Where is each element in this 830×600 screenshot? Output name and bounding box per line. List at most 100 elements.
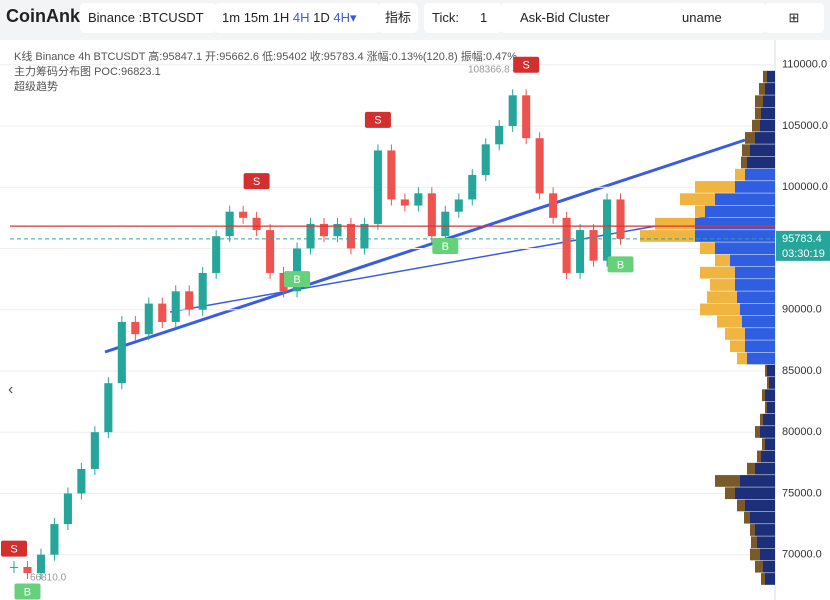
signal-tag: [284, 271, 311, 288]
interval-select[interactable]: 4H▾: [333, 10, 357, 25]
candle: [589, 230, 598, 261]
poc: POC:96823.1: [94, 66, 161, 78]
candle: [319, 223, 329, 237]
profile-ask: [735, 168, 745, 181]
profile-bid: [747, 156, 775, 169]
profile-ask: [730, 340, 745, 353]
y-tick-label: 105000.0: [782, 120, 828, 132]
profile-bid: [750, 144, 775, 157]
candle: [333, 223, 342, 237]
profile-ask: [757, 450, 761, 463]
interval[interactable]: 15m: [243, 10, 269, 25]
candle: [185, 291, 194, 310]
profile-ask: [742, 144, 750, 157]
candle: [441, 211, 450, 237]
layout-button[interactable]: ⊞: [764, 3, 824, 33]
candle: [171, 291, 180, 322]
tick[interactable]: Tick: 1: [424, 3, 502, 33]
profile-ask: [700, 266, 735, 279]
scroll-left[interactable]: ‹: [8, 381, 13, 398]
candle: [252, 217, 261, 231]
candle: [549, 193, 558, 218]
interval[interactable]: 1m: [222, 10, 241, 25]
candle: [495, 125, 504, 145]
signal-label: B: [617, 259, 624, 271]
trendline: [104, 138, 746, 354]
profile-bid: [740, 475, 775, 487]
toolbar: CoinAnk Binance :BTCUSDT 1m 15m 1H 4H 1D…: [0, 0, 830, 40]
candle: [603, 199, 612, 261]
candle: [50, 524, 59, 555]
logo[interactable]: CoinAnk: [6, 6, 80, 26]
profile-bid: [765, 438, 775, 451]
signal-label: S: [374, 115, 381, 127]
profile-ask: [695, 205, 705, 218]
profile-ask: [752, 119, 760, 132]
profile-bid: [735, 266, 775, 279]
signal-tag: [607, 256, 634, 273]
legend-line: 主力筹码分布图 POC:96823.1: [14, 65, 517, 80]
profile-bid: [735, 181, 775, 193]
y-tick-label: 75000.0: [782, 487, 822, 499]
candle: [23, 566, 32, 574]
candle: [360, 223, 369, 249]
profile-bid: [761, 450, 775, 463]
profile-ask: [760, 413, 763, 426]
symbol[interactable]: Binance :BTCUSDT: [80, 3, 216, 33]
signal-tag: [364, 111, 391, 128]
profile-ask: [725, 328, 745, 340]
profile-ask: [751, 536, 757, 549]
mode[interactable]: Ask-Bid Cluster: [500, 3, 680, 33]
candle: [77, 468, 86, 494]
interval[interactable]: 1H: [272, 10, 290, 25]
profile-bid: [745, 340, 775, 353]
signal-label: S: [523, 60, 530, 72]
profile-ask: [765, 401, 767, 414]
candle: [266, 230, 275, 273]
profile-bid: [750, 511, 775, 524]
candle: [373, 150, 382, 224]
candle: [616, 199, 625, 239]
price-label: 95783.4: [782, 233, 822, 245]
profile-bid: [760, 548, 775, 561]
profile-ask: [710, 279, 735, 291]
profile-ask: [763, 70, 767, 83]
profile-bid: [755, 524, 775, 536]
legend-line: 超级趋势: [14, 81, 58, 93]
signal-tag: [243, 173, 270, 190]
interval[interactable]: 4H: [292, 10, 310, 25]
profile-bid: [755, 132, 775, 144]
profile-ask: [680, 193, 715, 206]
y-tick-label: 100000.0: [782, 181, 828, 193]
profile-ask: [747, 462, 755, 475]
signal-tag: [432, 238, 459, 254]
candle: [198, 272, 207, 310]
profile-bid: [767, 364, 775, 377]
profile-bid: [735, 487, 775, 500]
candle: [293, 248, 302, 292]
user[interactable]: uname: [674, 3, 766, 33]
candle: [576, 230, 585, 273]
profile-bid: [695, 230, 775, 242]
profile-ask: [744, 511, 750, 524]
profile-ask: [755, 107, 761, 120]
profile-bid: [760, 426, 775, 438]
profile-ask: [737, 352, 747, 365]
profile-bid: [745, 499, 775, 512]
profile-bid: [740, 303, 775, 316]
profile-ask: [655, 217, 695, 230]
candle: [225, 211, 234, 237]
profile-bid: [757, 536, 775, 549]
y-tick-label: 70000.0: [782, 549, 822, 561]
indicators[interactable]: 指标: [378, 3, 418, 33]
interval[interactable]: 1D: [313, 10, 330, 25]
profile-bid: [737, 291, 775, 304]
chart: ‹ 110000.0105000.0100000.095000.090000.0…: [0, 40, 830, 600]
candle: [158, 303, 167, 322]
profile-ask: [715, 475, 740, 487]
candle: [279, 272, 288, 292]
candle: [306, 223, 315, 249]
profile-bid: [767, 70, 775, 83]
profile-ask: [755, 426, 760, 438]
tick-label: Tick:: [432, 10, 459, 25]
